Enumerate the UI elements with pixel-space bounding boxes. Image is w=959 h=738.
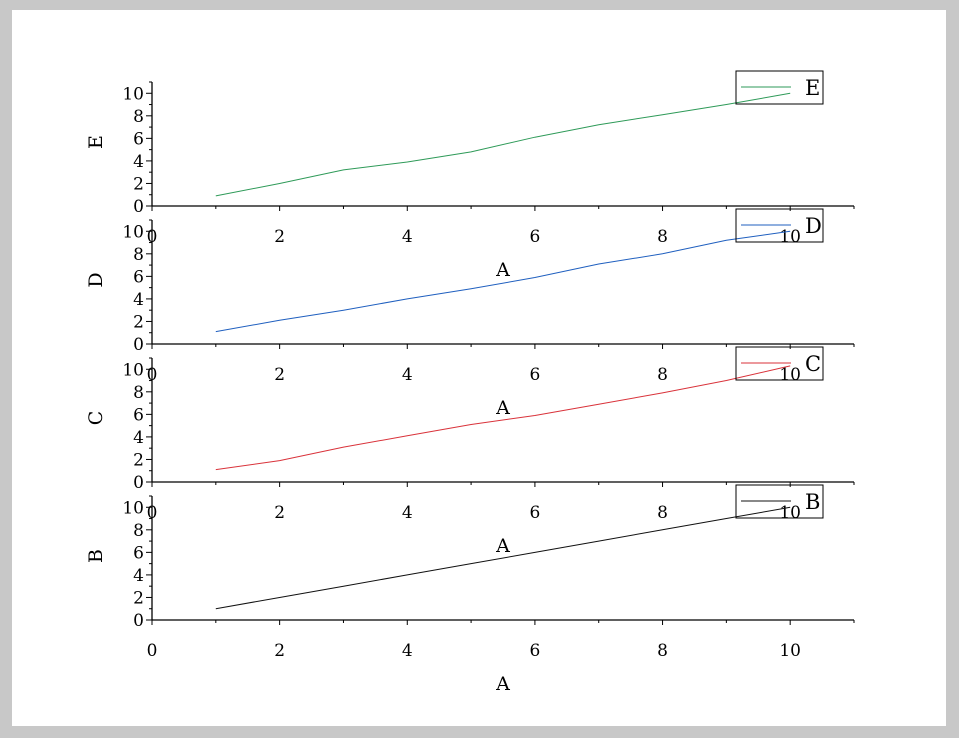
x-tick-label: 2 <box>274 365 285 385</box>
legend-box <box>735 346 824 381</box>
x-tick-label: 4 <box>402 227 413 247</box>
graph-page: 0 2 4 6 8 10 0 2 4 6 8 10 A E E 0 2 4 6 8 10 0 2 4 6 8 10 A D D 0 2 4 6 8 1… <box>12 10 946 726</box>
y-tick-label: 10 <box>122 498 144 518</box>
y-tick-label: 6 <box>133 543 144 563</box>
y-tick-label: 6 <box>133 129 144 149</box>
x-axis-title: A <box>495 397 510 419</box>
y-axis-title: C <box>85 411 107 426</box>
x-tick-label: 10 <box>779 227 801 247</box>
x-axis-title: A <box>495 535 510 557</box>
x-tick-label: 4 <box>402 365 413 385</box>
x-axis-title: A <box>495 259 510 281</box>
x-tick-label: 8 <box>657 641 668 661</box>
y-axis-title: D <box>85 272 107 287</box>
y-tick-label: 0 <box>133 611 144 631</box>
y-tick-label: 10 <box>122 222 144 242</box>
legend-box <box>735 70 824 105</box>
y-tick-label: 8 <box>133 107 144 127</box>
x-tick-label: 6 <box>529 365 540 385</box>
y-tick-label: 4 <box>133 152 144 172</box>
y-tick-label: 6 <box>133 405 144 425</box>
legend-label: C <box>805 352 821 376</box>
x-tick-label: 8 <box>657 503 668 523</box>
x-tick-label: 8 <box>657 365 668 385</box>
series-line-c <box>215 365 791 471</box>
y-tick-label: 2 <box>133 450 144 470</box>
y-tick-label: 8 <box>133 383 144 403</box>
x-tick-label: 4 <box>402 503 413 523</box>
y-tick-label: 8 <box>133 245 144 265</box>
series-line-e <box>215 92 791 197</box>
y-tick-label: 2 <box>133 588 144 608</box>
y-tick-label: 2 <box>133 312 144 332</box>
y-tick-label: 0 <box>133 197 144 217</box>
y-tick-label: 4 <box>133 566 144 586</box>
series-line-d <box>215 230 791 333</box>
y-tick-label: 10 <box>122 84 144 104</box>
y-axis-title: B <box>85 549 107 563</box>
y-axis-title: E <box>85 135 107 149</box>
y-tick-label: 10 <box>122 360 144 380</box>
y-tick-label: 4 <box>133 290 144 310</box>
legend-label: D <box>805 214 822 238</box>
y-tick-label: 8 <box>133 521 144 541</box>
legend-box <box>735 208 824 243</box>
x-axis-title: A <box>495 673 510 695</box>
y-tick-label: 0 <box>133 335 144 355</box>
y-tick-label: 2 <box>133 174 144 194</box>
y-tick-label: 6 <box>133 267 144 287</box>
legend-label: B <box>805 490 820 514</box>
x-tick-label: 2 <box>274 503 285 523</box>
x-tick-label: 4 <box>402 641 413 661</box>
legend-box <box>735 484 824 519</box>
x-tick-label: 10 <box>779 503 801 523</box>
x-tick-label: 2 <box>274 641 285 661</box>
y-tick-label: 0 <box>133 473 144 493</box>
x-tick-label: 6 <box>529 227 540 247</box>
x-tick-label: 2 <box>274 227 285 247</box>
series-line-b <box>215 506 791 610</box>
x-tick-label: 6 <box>529 503 540 523</box>
x-tick-label: 8 <box>657 227 668 247</box>
legend-label: E <box>805 76 820 100</box>
x-tick-label: 10 <box>779 641 801 661</box>
x-tick-label: 0 <box>147 641 158 661</box>
x-tick-label: 6 <box>529 641 540 661</box>
y-tick-label: 4 <box>133 428 144 448</box>
